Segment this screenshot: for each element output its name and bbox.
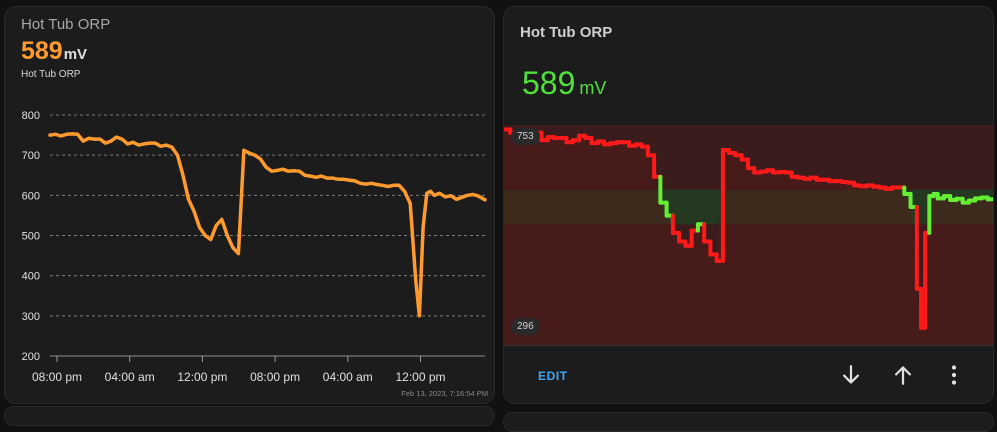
- y-tick-label: 400: [22, 271, 40, 283]
- history-graph-card[interactable]: Hot Tub ORP 589mV Hot Tub ORP 200 300 400 5…: [4, 6, 495, 404]
- min-value-badge: 296: [511, 318, 540, 335]
- x-tick-label: 08:00 pm: [32, 370, 82, 384]
- orp-threshold-chart: [504, 125, 993, 345]
- value-number: 589: [522, 65, 576, 101]
- x-tick-label: 12:00 pm: [177, 370, 227, 384]
- timestamp: Feb 13, 2023, 7:16:54 PM: [401, 389, 488, 398]
- arrow-up-icon: [895, 366, 911, 385]
- edit-button[interactable]: EDIT: [538, 369, 568, 383]
- move-up-button[interactable]: [888, 360, 918, 390]
- y-tick-label: 600: [22, 190, 40, 202]
- arrow-down-icon: [843, 365, 859, 384]
- mini-graph-card[interactable]: Hot Tub ORP 589 mV 753 296 EDIT: [503, 6, 994, 404]
- next-card: [4, 406, 495, 426]
- x-tick-label: 08:00 pm: [250, 370, 300, 384]
- card-divider: [504, 345, 993, 346]
- orp-history-chart[interactable]: 200 300 400 500 600 700 800 08:00 pm 04:00 am 12:…: [5, 7, 495, 404]
- value-unit: mV: [579, 78, 607, 98]
- more-options-button[interactable]: [939, 360, 969, 390]
- x-tick-label: 04:00 am: [105, 370, 155, 384]
- legend-entry[interactable]: Hot Tub ORP: [21, 69, 81, 80]
- y-tick-label: 800: [22, 110, 40, 122]
- x-tick-label: 12:00 pm: [395, 370, 445, 384]
- value-number: 589: [21, 37, 63, 65]
- current-value: 589mV: [21, 37, 87, 66]
- series-line-hot-tub-orp: [48, 132, 487, 318]
- y-tick-label: 200: [22, 351, 40, 363]
- next-card: [503, 412, 994, 432]
- card-title: Hot Tub ORP: [520, 24, 613, 41]
- y-tick-label: 300: [22, 311, 40, 323]
- series-area: [504, 129, 993, 345]
- max-value-badge: 753: [511, 128, 540, 145]
- y-tick-label: 500: [22, 231, 40, 243]
- card-title: Hot Tub ORP: [21, 16, 111, 33]
- x-tick-label: 04:00 am: [323, 370, 373, 384]
- move-down-button[interactable]: [836, 360, 866, 390]
- y-tick-label: 700: [22, 150, 40, 162]
- value-unit: mV: [63, 46, 88, 63]
- more-vertical-icon: [951, 365, 957, 385]
